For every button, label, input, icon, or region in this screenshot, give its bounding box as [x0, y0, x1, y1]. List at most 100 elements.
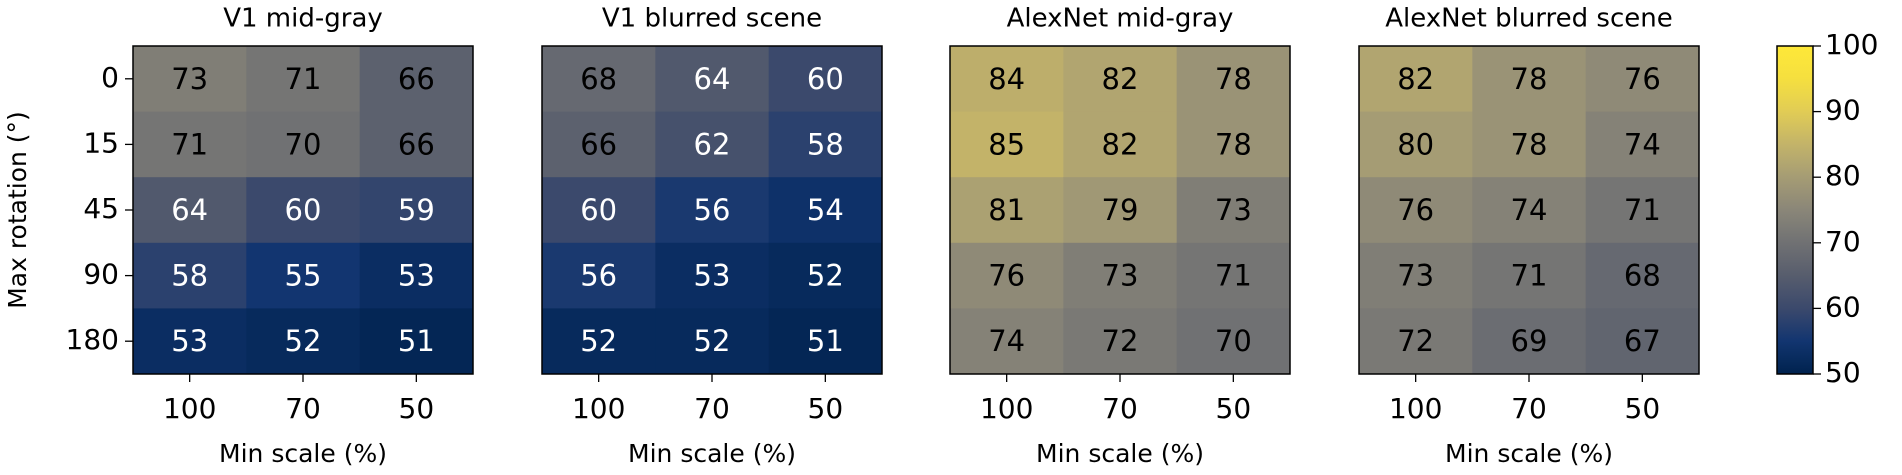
heatmap-cell — [768, 177, 883, 244]
colorbar-tick-label: 100 — [1825, 28, 1878, 61]
panel-title: V1 blurred scene — [602, 4, 822, 34]
heatmap-cell — [655, 308, 770, 375]
colorbar-tick-label: 60 — [1825, 290, 1861, 323]
heatmap-cell — [246, 308, 361, 375]
cell-value: 68 — [1624, 259, 1661, 293]
y-tick-label: 90 — [83, 258, 119, 291]
heatmap-cell — [133, 177, 247, 244]
heatmap-cell — [133, 46, 247, 113]
heatmap-cell — [1176, 242, 1291, 309]
cell-value: 70 — [285, 127, 322, 161]
heatmap-cell — [768, 308, 883, 375]
heatmap-cell — [133, 111, 247, 178]
heatmap-cell — [655, 177, 770, 244]
heatmap-cell — [1585, 46, 1700, 113]
heatmap-cell — [1472, 242, 1587, 309]
x-tick-label: 100 — [163, 392, 216, 425]
cell-value: 51 — [398, 324, 435, 358]
x-tick-label: 70 — [285, 392, 321, 425]
cell-value: 59 — [398, 193, 435, 227]
cell-value: 80 — [1397, 127, 1434, 161]
cell-value: 84 — [988, 62, 1025, 96]
heatmap-cell — [1472, 308, 1587, 375]
x-tick-label: 100 — [1389, 392, 1442, 425]
cell-value: 79 — [1102, 193, 1139, 227]
heatmap-cell — [1585, 308, 1700, 375]
cell-value: 74 — [1511, 193, 1548, 227]
y-tick-label: 0 — [101, 61, 119, 94]
cell-value: 76 — [1624, 62, 1661, 96]
heatmap-cell — [359, 46, 474, 113]
heatmap-cell — [246, 242, 361, 309]
cell-value: 73 — [1215, 193, 1252, 227]
cell-value: 82 — [1102, 62, 1139, 96]
cell-value: 69 — [1511, 324, 1548, 358]
cell-value: 66 — [580, 127, 617, 161]
heatmap-cell — [542, 308, 656, 375]
cell-value: 74 — [988, 324, 1025, 358]
cell-value: 82 — [1102, 127, 1139, 161]
heatmap-cell — [1359, 111, 1473, 178]
cell-value: 73 — [1397, 259, 1434, 293]
cell-value: 53 — [398, 259, 435, 293]
heatmap-cell — [1585, 242, 1700, 309]
cell-value: 70 — [1215, 324, 1252, 358]
heatmap-cell — [359, 177, 474, 244]
panel-title: V1 mid-gray — [223, 4, 383, 34]
x-axis-label: Min scale (%) — [1445, 439, 1613, 468]
cell-value: 53 — [171, 324, 208, 358]
colorbar-tick-label: 70 — [1825, 225, 1861, 258]
heatmap-cell — [1063, 111, 1178, 178]
y-tick-label: 45 — [83, 192, 119, 225]
heatmap-cell — [359, 308, 474, 375]
heatmap-cell — [1585, 177, 1700, 244]
cell-value: 51 — [807, 324, 844, 358]
cell-value: 56 — [694, 193, 731, 227]
heatmap-cell — [246, 177, 361, 244]
heatmap-cell — [1472, 177, 1587, 244]
x-tick-label: 50 — [808, 392, 844, 425]
heatmap-cell — [1359, 308, 1473, 375]
heatmap-cell — [655, 46, 770, 113]
heatmap-cell — [1359, 242, 1473, 309]
cell-value: 78 — [1511, 127, 1548, 161]
heatmap-cell — [655, 242, 770, 309]
cell-value: 53 — [694, 259, 731, 293]
heatmap-cell — [246, 46, 361, 113]
heatmap-cell — [542, 177, 656, 244]
heatmap-cell — [1063, 242, 1178, 309]
heatmap-cell — [1359, 46, 1473, 113]
x-tick-label: 70 — [694, 392, 730, 425]
cell-value: 78 — [1215, 62, 1252, 96]
colorbar-tick-label: 80 — [1825, 159, 1861, 192]
cell-value: 73 — [1102, 259, 1139, 293]
cell-value: 76 — [1397, 193, 1434, 227]
cell-value: 64 — [171, 193, 208, 227]
heatmap-cell — [655, 111, 770, 178]
heatmap-cell — [133, 242, 247, 309]
heatmap-cell — [359, 242, 474, 309]
heatmap-cell — [1063, 308, 1178, 375]
cell-value: 71 — [171, 127, 208, 161]
heatmap-cell — [542, 242, 656, 309]
heatmap-cell — [1063, 177, 1178, 244]
x-axis-label: Min scale (%) — [1036, 439, 1204, 468]
cell-value: 72 — [1397, 324, 1434, 358]
cell-value: 52 — [694, 324, 731, 358]
heatmap-cell — [1585, 111, 1700, 178]
cell-value: 78 — [1511, 62, 1548, 96]
cell-value: 85 — [988, 127, 1025, 161]
colorbar — [1776, 45, 1814, 375]
heatmap-cell — [768, 46, 883, 113]
colorbar-tick-label: 90 — [1825, 94, 1861, 127]
cell-value: 82 — [1397, 62, 1434, 96]
cell-value: 58 — [171, 259, 208, 293]
heatmap-cell — [1472, 46, 1587, 113]
heatmap-cell — [133, 308, 247, 375]
x-tick-label: 50 — [399, 392, 435, 425]
cell-value: 71 — [285, 62, 322, 96]
heatmap-cell — [1063, 46, 1178, 113]
x-axis-label: Min scale (%) — [219, 439, 387, 468]
cell-value: 60 — [580, 193, 617, 227]
